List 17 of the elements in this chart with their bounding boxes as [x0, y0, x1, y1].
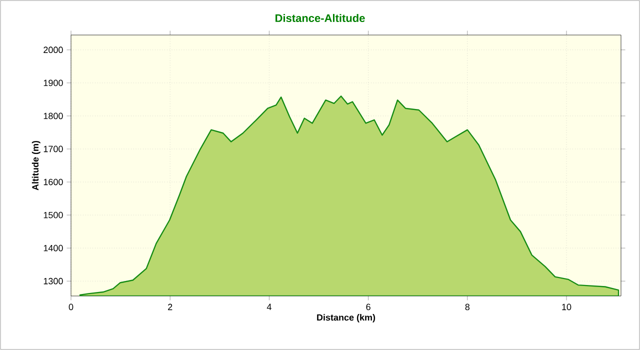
y-tick-label: 1800 [44, 112, 63, 120]
y-tick-label: 1500 [44, 212, 63, 218]
x-tick-label: 10 [562, 304, 572, 310]
x-tick-label: 0 [68, 304, 74, 310]
x-tick-label: 6 [366, 304, 370, 310]
y-tick-label: 1400 [44, 244, 63, 252]
chart-title: Distance-Altitude [276, 14, 365, 22]
x-tick-label: 2 [168, 304, 172, 310]
y-axis-title: Altitude (m) [32, 140, 40, 190]
y-tick-label: 1300 [44, 278, 63, 284]
y-tick-label: 1900 [44, 80, 63, 86]
x-axis-title: Distance (km) [317, 314, 376, 322]
x-tick-label: 8 [465, 304, 470, 310]
x-tick-label: 4 [266, 304, 272, 310]
y-tick-label: 1600 [44, 178, 63, 186]
y-tick-label: 1700 [44, 146, 63, 152]
y-tick-label: 2000 [44, 46, 63, 54]
